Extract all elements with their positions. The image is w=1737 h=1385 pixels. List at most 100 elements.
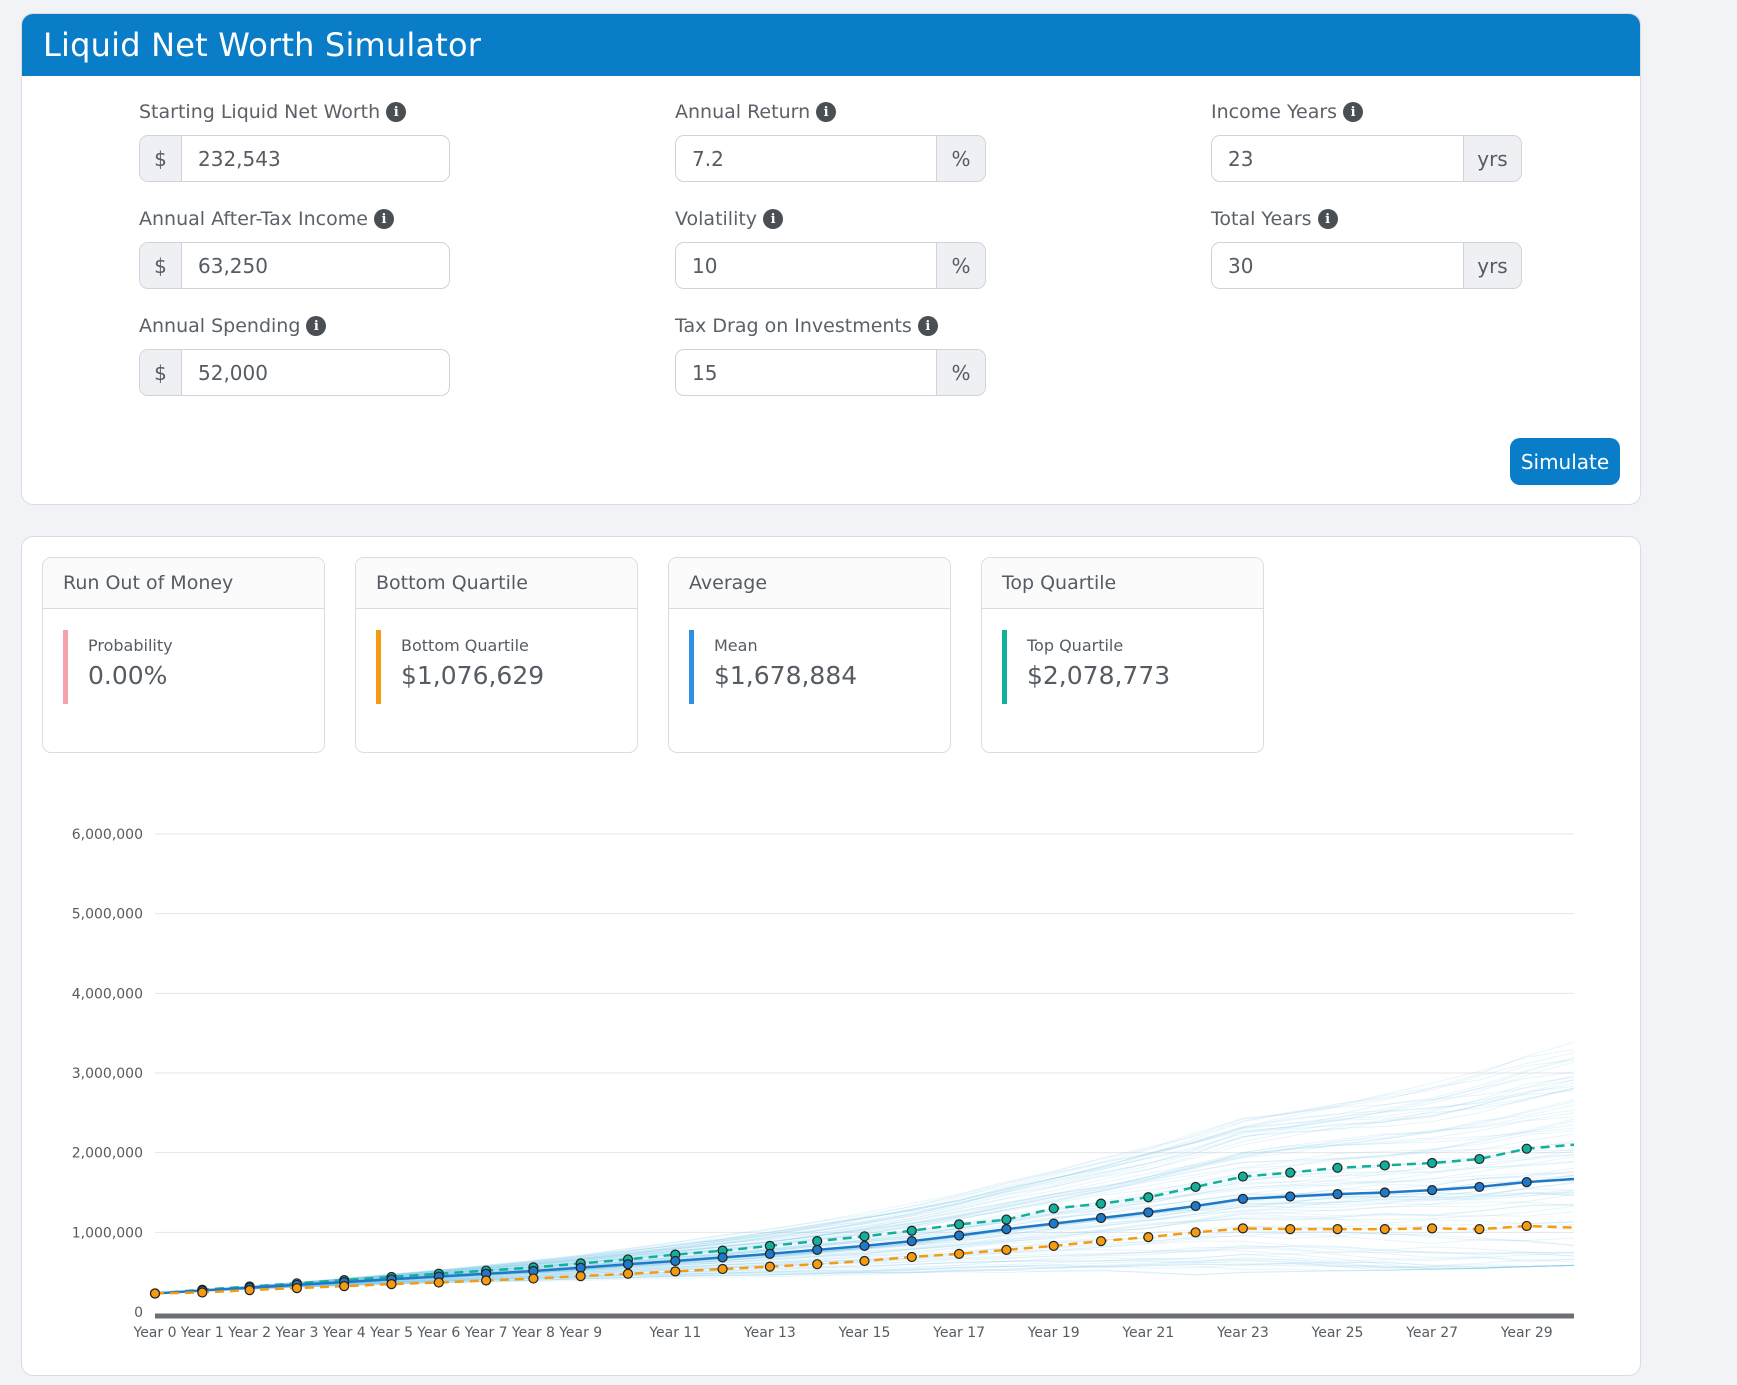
bottom-series-point (812, 1259, 823, 1270)
y-tick-label: 4,000,000 (72, 986, 143, 1002)
mean-series-point (1190, 1200, 1201, 1212)
bottom-series-point (1048, 1240, 1059, 1251)
x-tick-label: Year 4 (322, 1325, 366, 1341)
bottom-series-point (1237, 1223, 1249, 1234)
percent-suffix: % (936, 350, 985, 395)
after-tax-income-input[interactable]: 63,250 (198, 253, 268, 278)
bottom-series-point (622, 1268, 634, 1279)
stat-body: Mean $1,678,884 (689, 630, 857, 704)
tax-drag-input[interactable]: 15 (692, 360, 718, 385)
mean-series-point (1001, 1224, 1012, 1235)
after-tax-income-input-group: $ 63,250 (139, 242, 450, 289)
y-tick-label: 3,000,000 (72, 1066, 143, 1082)
annual-return-input[interactable]: 7.2 (692, 146, 724, 171)
bottom-series-point (433, 1277, 444, 1288)
stat-title: Bottom Quartile (356, 558, 637, 609)
mean-series-point (1285, 1191, 1296, 1202)
income-years-label: Income Years (1211, 101, 1338, 123)
mean-series-point (670, 1255, 681, 1267)
info-icon[interactable]: i (373, 209, 394, 229)
top-series-point (1001, 1214, 1012, 1225)
stat-body: Top Quartile $2,078,773 (1002, 630, 1170, 704)
mean-series-point (859, 1240, 870, 1251)
volatility-input[interactable]: 10 (692, 253, 718, 278)
stat-sublabel: Probability (88, 636, 173, 655)
mean-series-point (622, 1259, 634, 1270)
bottom-series-point (1332, 1224, 1343, 1235)
bottom-series-point (1143, 1232, 1154, 1243)
dollar-prefix: $ (140, 350, 182, 395)
info-icon[interactable]: i (917, 316, 938, 336)
top-series-point (1048, 1203, 1059, 1214)
info-icon[interactable]: i (1317, 209, 1338, 229)
starting-net-worth-input-group: $ 232,543 (139, 135, 450, 182)
x-tick-label: Year 5 (369, 1325, 413, 1341)
volatility-label: Volatility (675, 208, 758, 230)
x-tick-label: Year 3 (274, 1325, 318, 1341)
net-worth-chart: 0 1,000,000 2,000,000 3,000,000 4,000,000 5,0… (72, 827, 1575, 1341)
bottom-series-point (575, 1271, 586, 1282)
top-series-point (1332, 1162, 1343, 1173)
results-card: Run Out of Money Probability 0.00% Botto… (21, 536, 1641, 1376)
stat-sublabel: Bottom Quartile (401, 636, 529, 655)
app-header: Liquid Net Worth Simulator (22, 14, 1640, 76)
top-series-point (1143, 1192, 1154, 1203)
bottom-series-point (1095, 1235, 1107, 1247)
spending-field: Annual Spending i $ 52,000 (139, 313, 450, 396)
inputs-card: Liquid Net Worth Simulator Starting Liqu… (21, 13, 1641, 505)
x-tick-label: Year 23 (1216, 1325, 1269, 1341)
info-icon[interactable]: i (1343, 102, 1364, 122)
x-tick-label: Year 13 (743, 1325, 796, 1341)
starting-net-worth-field: Starting Liquid Net Worth i $ 232,543 (139, 99, 450, 182)
stat-body: Bottom Quartile $1,076,629 (376, 630, 544, 704)
mean-series-point (717, 1252, 728, 1263)
top-series-point (1285, 1167, 1296, 1178)
stat-card-bottom-quartile: Bottom Quartile Bottom Quartile $1,076,6… (355, 557, 638, 753)
info-icon[interactable]: i (306, 316, 327, 336)
total-years-input[interactable]: 30 (1228, 253, 1254, 278)
x-tick-label: Year 1 (180, 1325, 224, 1341)
x-tick-label: Year 8 (511, 1325, 555, 1341)
annual-return-field: Annual Return i 7.2 % (675, 99, 986, 182)
mean-series-point (812, 1244, 823, 1255)
top-series-point (1379, 1160, 1390, 1171)
simulate-button[interactable]: Simulate (1510, 438, 1620, 485)
mean-series-point (764, 1248, 776, 1259)
mean-series-point (575, 1262, 586, 1273)
mean-series-point (1426, 1185, 1438, 1196)
top-series-point (859, 1231, 870, 1242)
x-tick-label: Year 17 (932, 1325, 985, 1341)
bottom-series-point (528, 1273, 539, 1284)
total-years-label: Total Years (1211, 208, 1312, 230)
top-series-point (953, 1219, 965, 1230)
bottom-series-point (717, 1263, 728, 1275)
info-icon[interactable]: i (816, 102, 837, 122)
spending-input[interactable]: 52,000 (198, 360, 268, 385)
income-years-input-group: 23 yrs (1211, 135, 1522, 182)
stat-sublabel: Top Quartile (1027, 636, 1124, 655)
stat-card-run-out: Run Out of Money Probability 0.00% (42, 557, 325, 753)
bottom-series-point (244, 1284, 255, 1296)
stat-card-average: Average Mean $1,678,884 (668, 557, 951, 753)
top-series-point (1426, 1157, 1438, 1169)
stat-value: 0.00% (88, 661, 168, 690)
tax-drag-label: Tax Drag on Investments (675, 315, 912, 337)
x-tick-label: Year 15 (838, 1325, 891, 1341)
starting-net-worth-label: Starting Liquid Net Worth (139, 101, 381, 123)
bottom-series-point (197, 1287, 208, 1298)
mean-series-point (1237, 1193, 1249, 1204)
info-icon[interactable]: i (386, 102, 407, 122)
after-tax-income-field: Annual After-Tax Income i $ 63,250 (139, 206, 450, 289)
starting-net-worth-input[interactable]: 232,543 (198, 146, 281, 171)
x-tick-label: Year 0 (133, 1325, 177, 1341)
bottom-series-point (1379, 1224, 1390, 1235)
total-years-input-group: 30 yrs (1211, 242, 1522, 289)
mean-series-point (1379, 1187, 1390, 1198)
info-icon[interactable]: i (763, 209, 784, 229)
x-tick-label: Year 25 (1311, 1325, 1364, 1341)
bottom-series-point (481, 1275, 492, 1286)
x-tick-label: Year 21 (1121, 1325, 1174, 1341)
top-series-point (1237, 1171, 1249, 1182)
income-years-input[interactable]: 23 (1228, 146, 1254, 171)
top-series-point (812, 1235, 823, 1247)
